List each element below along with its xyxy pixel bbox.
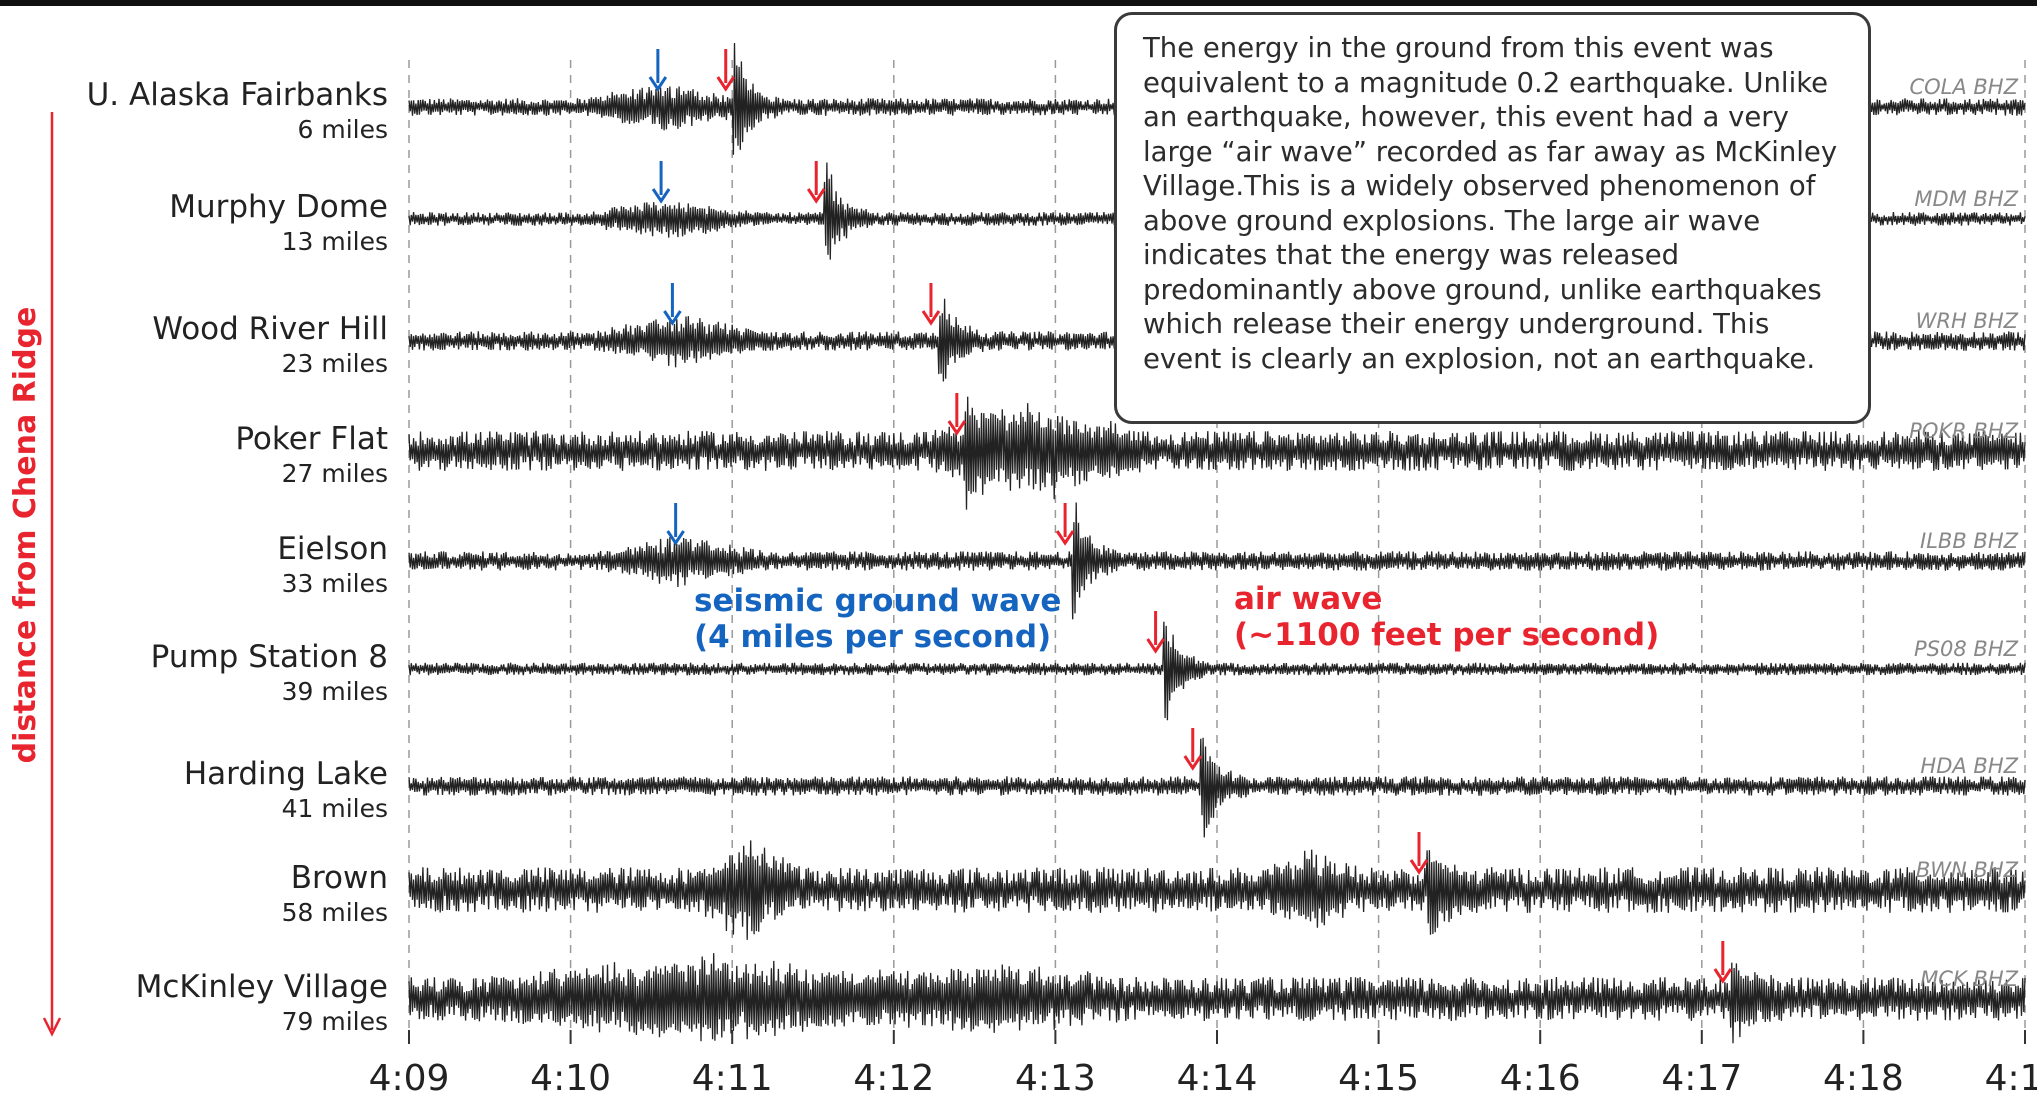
x-tick-label: 4:15	[1338, 1058, 1419, 1099]
arrow-head	[806, 188, 826, 204]
seismogram-trace	[408, 396, 2026, 510]
station-distance: 23 miles	[282, 349, 388, 378]
station-code: ILBB BHZ	[1920, 529, 2019, 553]
ground-wave-arrow	[663, 283, 682, 326]
air-wave-arrow	[1713, 941, 1733, 984]
seismogram-trace	[408, 502, 2026, 620]
arrow-head	[648, 76, 668, 92]
seismogram-trace	[408, 621, 2026, 721]
time-axis: 4:09 4:10 4:11 4:12 4:13 4:14 4:15 4:16 4:17 4:18…	[369, 1030, 2037, 1099]
air-wave-label: air wave	[1234, 581, 1382, 617]
station-distance: 41 miles	[282, 794, 388, 823]
station-code: BWN BHZ	[1916, 858, 2019, 882]
station-distance: 39 miles	[282, 677, 388, 706]
station-distance: 6 miles	[297, 115, 388, 144]
distance-axis-arrowhead	[42, 1017, 62, 1037]
x-tick-label: 4:19	[1985, 1058, 2037, 1099]
arrow-head	[1713, 968, 1733, 984]
seismogram-trace	[408, 953, 2026, 1044]
station-name: U. Alaska Fairbanks	[87, 77, 388, 113]
air-wave-arrow	[1409, 832, 1429, 875]
air-wave-arrow	[921, 283, 941, 326]
x-tick-label: 4:13	[1015, 1058, 1096, 1099]
ground-wave-speed: (4 miles per second)	[694, 619, 1051, 655]
distance-axis: distance from Chena Ridge	[8, 112, 62, 1037]
x-tick-label: 4:14	[1177, 1058, 1258, 1099]
air-wave-arrow	[716, 49, 735, 92]
station-name: Wood River Hill	[152, 311, 388, 347]
station-code: COLA BHZ	[1909, 75, 2018, 99]
station-name: Harding Lake	[184, 756, 388, 792]
station-code: HDA BHZ	[1920, 754, 2018, 778]
x-tick-label: 4:09	[369, 1058, 450, 1099]
station-distance: 27 miles	[282, 459, 388, 488]
distance-axis-label: distance from Chena Ridge	[8, 307, 43, 764]
x-tick-label: 4:17	[1661, 1058, 1742, 1099]
air-wave-arrow	[1055, 503, 1075, 546]
ground-wave-arrow	[666, 503, 685, 546]
station-distance: 79 miles	[282, 1007, 388, 1036]
phase-arrows	[648, 49, 1733, 984]
ground-wave-label: seismic ground wave	[694, 583, 1061, 619]
station-name: Brown	[291, 860, 388, 896]
air-wave-arrow	[1183, 728, 1203, 771]
top-border	[0, 0, 2037, 6]
arrow-head	[1183, 755, 1203, 771]
station-name: Eielson	[277, 531, 388, 567]
seismogram-trace	[408, 840, 2026, 940]
x-tick-label: 4:12	[853, 1058, 934, 1099]
x-tick-label: 4:18	[1823, 1058, 1904, 1099]
explanation-callout: The energy in the ground from this event…	[1114, 12, 1871, 424]
ground-wave-arrow	[648, 49, 668, 92]
air-wave-arrow	[947, 393, 967, 436]
station-name: Murphy Dome	[169, 189, 388, 225]
station-code: PS08 BHZ	[1914, 637, 2019, 661]
arrow-head	[1055, 530, 1075, 546]
air-wave-speed: (~1100 feet per second)	[1234, 617, 1659, 653]
station-code: POKR BHZ	[1909, 419, 2018, 443]
arrow-head	[716, 76, 735, 92]
station-name: Poker Flat	[235, 421, 388, 457]
arrow-head	[651, 188, 671, 204]
station-code: WRH BHZ	[1916, 309, 2019, 333]
station-distance: 13 miles	[282, 227, 388, 256]
arrow-head	[666, 530, 685, 546]
arrow-head	[947, 420, 967, 436]
arrow-head	[1409, 859, 1429, 875]
air-wave-arrow	[1146, 611, 1165, 654]
station-code: MCK BHZ	[1920, 967, 2018, 991]
air-wave-arrow	[806, 161, 826, 204]
station-code: MDM BHZ	[1914, 187, 2018, 211]
station-distance: 58 miles	[282, 898, 388, 927]
time-grid	[408, 60, 2026, 1030]
seismogram-trace	[408, 737, 2026, 838]
x-tick-label: 4:16	[1500, 1058, 1581, 1099]
x-tick-label: 4:10	[530, 1058, 611, 1099]
arrow-head	[1146, 638, 1165, 654]
arrow-head	[663, 310, 682, 326]
x-tick-label: 4:11	[692, 1058, 773, 1099]
arrow-head	[921, 310, 941, 326]
station-distance: 33 miles	[282, 569, 388, 598]
ground-wave-arrow	[651, 161, 671, 204]
station-name: McKinley Village	[136, 969, 388, 1005]
wave-annotations: seismic ground wave(4 miles per second) a…	[694, 581, 1659, 655]
station-name: Pump Station 8	[151, 639, 388, 675]
